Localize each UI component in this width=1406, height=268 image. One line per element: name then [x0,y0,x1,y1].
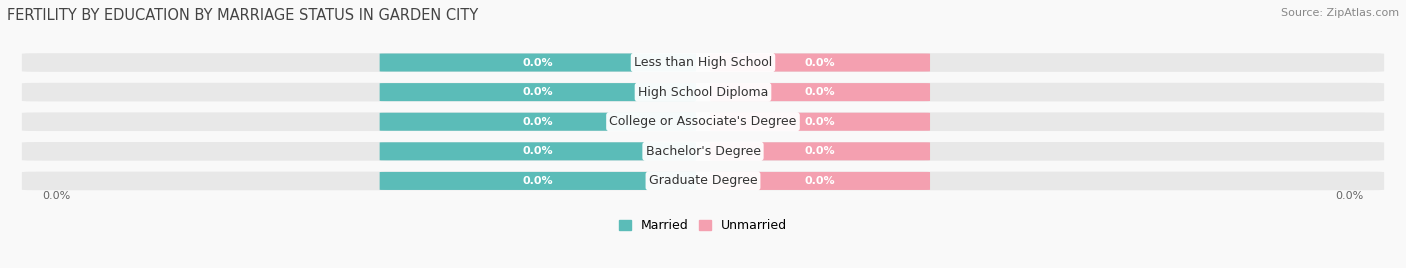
FancyBboxPatch shape [380,142,696,160]
FancyBboxPatch shape [22,172,1384,190]
FancyBboxPatch shape [710,54,929,72]
Text: 0.0%: 0.0% [523,87,553,97]
FancyBboxPatch shape [380,172,696,190]
FancyBboxPatch shape [22,112,1384,131]
FancyBboxPatch shape [22,83,1384,102]
Text: 0.0%: 0.0% [42,191,70,201]
FancyBboxPatch shape [380,113,696,131]
Text: 0.0%: 0.0% [1336,191,1364,201]
FancyBboxPatch shape [710,83,929,101]
FancyBboxPatch shape [710,113,929,131]
Text: Source: ZipAtlas.com: Source: ZipAtlas.com [1281,8,1399,18]
Text: 0.0%: 0.0% [523,117,553,127]
FancyBboxPatch shape [380,83,696,101]
Text: 0.0%: 0.0% [804,146,835,156]
Text: Graduate Degree: Graduate Degree [648,174,758,187]
FancyBboxPatch shape [710,142,929,160]
Legend: Married, Unmarried: Married, Unmarried [619,219,787,232]
Text: 0.0%: 0.0% [523,176,553,186]
FancyBboxPatch shape [22,53,1384,72]
Text: 0.0%: 0.0% [804,87,835,97]
Text: 0.0%: 0.0% [523,146,553,156]
Text: Bachelor's Degree: Bachelor's Degree [645,145,761,158]
FancyBboxPatch shape [710,172,929,190]
Text: 0.0%: 0.0% [804,117,835,127]
FancyBboxPatch shape [22,142,1384,161]
Text: 0.0%: 0.0% [804,176,835,186]
Text: FERTILITY BY EDUCATION BY MARRIAGE STATUS IN GARDEN CITY: FERTILITY BY EDUCATION BY MARRIAGE STATU… [7,8,478,23]
Text: High School Diploma: High School Diploma [638,85,768,99]
Text: College or Associate's Degree: College or Associate's Degree [609,115,797,128]
FancyBboxPatch shape [380,54,696,72]
Text: 0.0%: 0.0% [804,58,835,68]
Text: 0.0%: 0.0% [523,58,553,68]
Text: Less than High School: Less than High School [634,56,772,69]
